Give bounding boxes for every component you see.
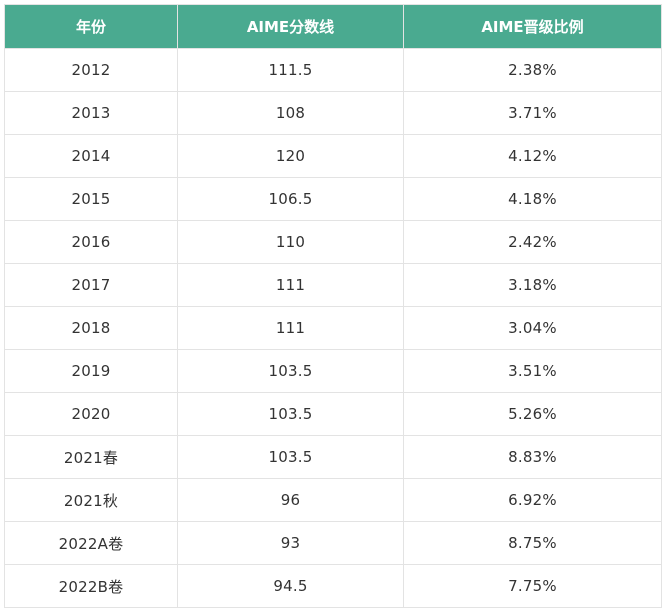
- cell-year: 2014: [4, 134, 178, 178]
- cell-rate: 4.18%: [403, 177, 662, 221]
- cell-rate: 2.38%: [403, 48, 662, 92]
- header-year: 年份: [4, 4, 178, 49]
- cell-year: 2022B卷: [4, 564, 178, 608]
- cell-year: 2019: [4, 349, 178, 393]
- table-row: 2021秋 96 6.92%: [4, 478, 662, 522]
- cell-year: 2016: [4, 220, 178, 264]
- cell-rate: 3.04%: [403, 306, 662, 350]
- cell-cutoff: 110: [177, 220, 404, 264]
- table-row: 2012 111.5 2.38%: [4, 48, 662, 92]
- table-row: 2013 108 3.71%: [4, 91, 662, 135]
- cell-cutoff: 106.5: [177, 177, 404, 221]
- header-aime-qualify-rate: AIME晋级比例: [403, 4, 662, 49]
- cell-year: 2013: [4, 91, 178, 135]
- table-row: 2022B卷 94.5 7.75%: [4, 564, 662, 608]
- cell-cutoff: 120: [177, 134, 404, 178]
- aime-cutoff-table: 年份 AIME分数线 AIME晋级比例 2012 111.5 2.38% 201…: [4, 4, 662, 608]
- cell-cutoff: 111: [177, 263, 404, 307]
- cell-cutoff: 111.5: [177, 48, 404, 92]
- cell-rate: 7.75%: [403, 564, 662, 608]
- cell-year: 2018: [4, 306, 178, 350]
- cell-rate: 8.83%: [403, 435, 662, 479]
- cell-rate: 5.26%: [403, 392, 662, 436]
- cell-year: 2020: [4, 392, 178, 436]
- cell-cutoff: 103.5: [177, 349, 404, 393]
- aime-table-container: 年份 AIME分数线 AIME晋级比例 2012 111.5 2.38% 201…: [4, 4, 662, 608]
- cell-cutoff: 103.5: [177, 392, 404, 436]
- cell-rate: 6.92%: [403, 478, 662, 522]
- table-header-row: 年份 AIME分数线 AIME晋级比例: [4, 4, 662, 49]
- table-row: 2021春 103.5 8.83%: [4, 435, 662, 479]
- cell-cutoff: 96: [177, 478, 404, 522]
- table-row: 2016 110 2.42%: [4, 220, 662, 264]
- cell-year: 2012: [4, 48, 178, 92]
- table-row: 2019 103.5 3.51%: [4, 349, 662, 393]
- cell-cutoff: 103.5: [177, 435, 404, 479]
- cell-cutoff: 94.5: [177, 564, 404, 608]
- cell-year: 2017: [4, 263, 178, 307]
- cell-cutoff: 93: [177, 521, 404, 565]
- cell-rate: 3.71%: [403, 91, 662, 135]
- cell-year: 2015: [4, 177, 178, 221]
- table-row: 2018 111 3.04%: [4, 306, 662, 350]
- cell-year: 2022A卷: [4, 521, 178, 565]
- cell-rate: 4.12%: [403, 134, 662, 178]
- cell-rate: 8.75%: [403, 521, 662, 565]
- cell-cutoff: 108: [177, 91, 404, 135]
- header-aime-cutoff: AIME分数线: [177, 4, 404, 49]
- cell-cutoff: 111: [177, 306, 404, 350]
- table-row: 2015 106.5 4.18%: [4, 177, 662, 221]
- table-row: 2020 103.5 5.26%: [4, 392, 662, 436]
- table-row: 2022A卷 93 8.75%: [4, 521, 662, 565]
- cell-year: 2021秋: [4, 478, 178, 522]
- cell-year: 2021春: [4, 435, 178, 479]
- table-row: 2017 111 3.18%: [4, 263, 662, 307]
- cell-rate: 3.18%: [403, 263, 662, 307]
- cell-rate: 2.42%: [403, 220, 662, 264]
- table-row: 2014 120 4.12%: [4, 134, 662, 178]
- cell-rate: 3.51%: [403, 349, 662, 393]
